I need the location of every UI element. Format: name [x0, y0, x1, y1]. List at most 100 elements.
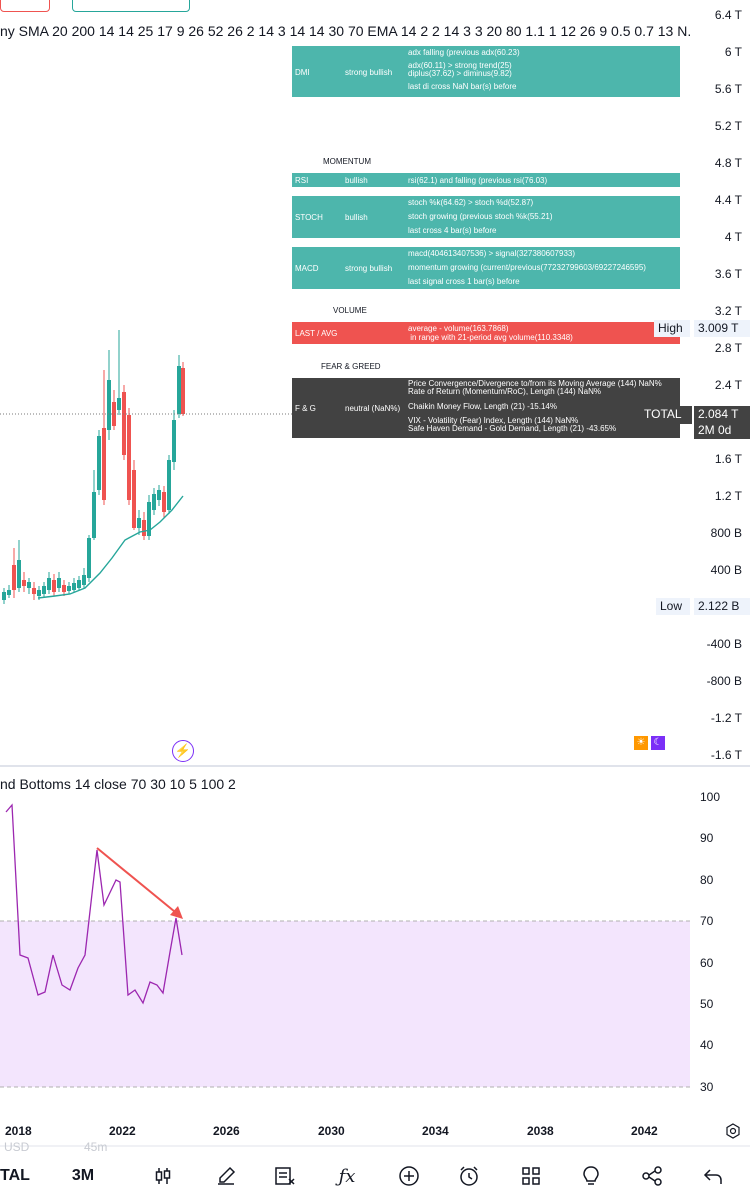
- rsi-status: bullish: [345, 176, 368, 185]
- candle-body: [72, 583, 76, 590]
- fear-greed-panel: F & G neutral (NaN%) Price Convergence/D…: [292, 378, 680, 438]
- lightbulb-icon[interactable]: [578, 1162, 604, 1190]
- candle-body: [37, 590, 41, 596]
- stoch-name: STOCH: [295, 213, 323, 222]
- candle-body: [167, 460, 171, 510]
- dmi-line: diplus(37.62) > diminus(9.82): [408, 69, 512, 78]
- divergence-line: [96, 847, 181, 917]
- year-tick: 2018: [5, 1124, 32, 1138]
- candle-body: [17, 560, 21, 588]
- price-tick: 1.6 T: [714, 452, 742, 466]
- rsi-line: rsi(62.1) and falling (previous rsi(76.0…: [408, 176, 548, 185]
- candle-body: [77, 580, 81, 588]
- top-cut-button-right[interactable]: [72, 0, 190, 12]
- candle-body: [87, 538, 91, 578]
- chart-settings-icon[interactable]: [724, 1122, 742, 1145]
- momentum-header: MOMENTUM: [323, 157, 371, 166]
- volume-name: LAST / AVG: [295, 329, 338, 338]
- candle-body: [32, 588, 36, 594]
- oscillator-tick: 60: [700, 956, 714, 970]
- candle-body: [157, 490, 161, 500]
- candle-body: [7, 590, 11, 595]
- candle-body: [27, 582, 31, 588]
- macd-line: last signal cross 1 bar(s) before: [408, 277, 520, 286]
- fx-icon[interactable]: ƒx: [334, 1162, 360, 1190]
- price-tick: 2.8 T: [714, 341, 742, 355]
- price-tick: 3.2 T: [714, 304, 742, 318]
- price-tick: 3.6 T: [714, 267, 742, 281]
- interval-button[interactable]: 3M: [71, 1167, 95, 1184]
- candle-body: [52, 580, 56, 592]
- symbol-button[interactable]: TAL: [0, 1167, 30, 1184]
- dmi-line: adx(60.11) > strong trend(25): [408, 61, 512, 70]
- candle-body: [177, 366, 181, 414]
- candles-icon[interactable]: [150, 1162, 176, 1190]
- sun-icon[interactable]: ☀: [634, 736, 648, 750]
- brush-icon[interactable]: [213, 1162, 239, 1190]
- fx-glyph: ƒx: [338, 1165, 356, 1187]
- price-tick: -1.6 T: [710, 748, 742, 762]
- candle-body: [42, 586, 46, 594]
- price-tick: -400 B: [706, 637, 742, 651]
- price-tick: 4 T: [724, 230, 742, 244]
- fng-line: Price Convergence/Divergence to/from its…: [408, 379, 662, 388]
- fng-line: Safe Haven Demand - Gold Demand, Length …: [408, 424, 617, 433]
- oscillator-tick: 70: [700, 914, 714, 928]
- undo-icon[interactable]: [700, 1162, 726, 1190]
- bottom-toolbar: [0, 1158, 750, 1200]
- candle-body: [152, 494, 156, 510]
- candle-body: [162, 492, 166, 512]
- price-tick: 400 B: [710, 563, 742, 577]
- macd-status: strong bullish: [345, 264, 393, 273]
- share-icon[interactable]: [639, 1162, 665, 1190]
- year-tick: 2026: [213, 1124, 240, 1138]
- indicator-settings-strip[interactable]: ny SMA 20 200 14 14 25 17 9 26 52 26 2 1…: [0, 23, 690, 39]
- oscillator-title[interactable]: nd Bottoms 14 close 70 30 10 5 100 2: [0, 776, 236, 792]
- dmi-panel: DMI strong bullish adx falling (previous…: [292, 46, 680, 97]
- stoch-line: stoch %k(64.62) > stoch %d(52.87): [408, 198, 534, 207]
- candle-body: [2, 592, 6, 600]
- candle-body: [102, 428, 106, 500]
- fng-line: Chaikin Money Flow, Length (21) -15.14%: [408, 402, 557, 411]
- candle-body: [142, 520, 146, 536]
- price-tick: 5.2 T: [714, 119, 742, 133]
- lightning-icon[interactable]: ⚡: [172, 740, 194, 762]
- candle-body: [57, 578, 61, 588]
- dmi-name: DMI: [295, 68, 310, 77]
- candle-group: [2, 330, 185, 604]
- candle-body: [127, 415, 131, 500]
- moon-icon[interactable]: ☾: [651, 736, 665, 750]
- indicator-template-icon[interactable]: [272, 1162, 298, 1190]
- year-tick: 2030: [318, 1124, 345, 1138]
- price-tick: 800 B: [710, 526, 742, 540]
- dmi-line: last di cross NaN bar(s) before: [408, 82, 517, 91]
- candle-body: [22, 580, 26, 586]
- oscillator-tick: 90: [700, 831, 714, 845]
- candle-body: [172, 420, 176, 462]
- stoch-line: last cross 4 bar(s) before: [408, 226, 497, 235]
- faded-interval-text: 45m: [84, 1140, 108, 1154]
- stoch-details: stoch %k(64.62) > stoch %d(52.87) stoch …: [408, 198, 553, 235]
- top-cut-button-left[interactable]: [0, 0, 50, 12]
- candle-body: [137, 518, 141, 528]
- volume-panel: LAST / AVG average - volume(163.7868) in…: [292, 322, 680, 344]
- dmi-details: adx falling (previous adx(60.23) adx(60.…: [408, 48, 520, 91]
- rsi-panel: RSI bullish rsi(62.1) and falling (previ…: [292, 173, 680, 187]
- rsi-name: RSI: [295, 176, 309, 185]
- oscillator-tick: 50: [700, 997, 714, 1011]
- candle-body: [12, 565, 16, 590]
- macd-line: macd(404613407536) > signal(327380607933…: [408, 249, 576, 258]
- volume-header: VOLUME: [333, 306, 367, 315]
- fng-line: Rate of Return (Momentum/RoC), Length (1…: [408, 387, 601, 396]
- macd-panel: MACD strong bullish macd(404613407536) >…: [292, 247, 680, 289]
- alarm-icon[interactable]: [456, 1162, 482, 1190]
- price-tick: 5.6 T: [714, 82, 742, 96]
- add-circle-icon[interactable]: [396, 1162, 422, 1190]
- oscillator-tick: 100: [700, 790, 721, 804]
- price-tick: 2.4 T: [714, 378, 742, 392]
- layout-grid-icon[interactable]: [518, 1162, 544, 1190]
- dmi-line: adx falling (previous adx(60.23): [408, 48, 520, 57]
- year-tick: 2042: [631, 1124, 658, 1138]
- stoch-status: bullish: [345, 213, 368, 222]
